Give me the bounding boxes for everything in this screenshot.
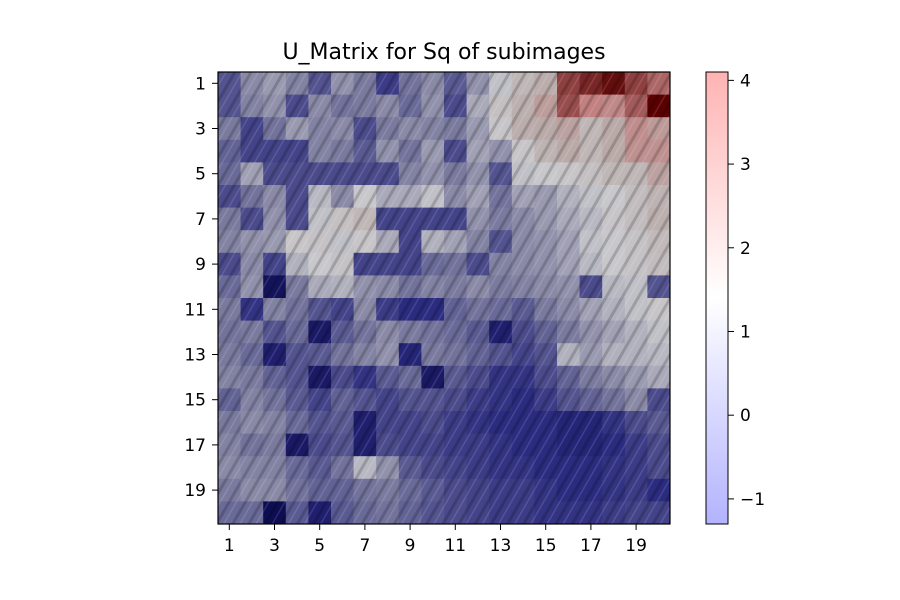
colorbar: [705, 71, 729, 525]
x-tick-label-7: 7: [359, 536, 370, 556]
x-tick-label-15: 15: [535, 536, 557, 556]
y-tick-label-1: 1: [195, 74, 206, 94]
x-tick-label-13: 13: [490, 536, 512, 556]
x-tick-label-11: 11: [444, 536, 466, 556]
x-tick-label-17: 17: [580, 536, 602, 556]
y-tick-label-11: 11: [184, 300, 206, 320]
colorbar-tick-label--1: −1: [740, 490, 765, 510]
x-tick-label-9: 9: [405, 536, 416, 556]
heatmap-texture-overlay: [218, 72, 670, 524]
y-tick-label-13: 13: [184, 346, 206, 366]
y-tick-label-7: 7: [195, 210, 206, 230]
chart-title: U_Matrix for Sq of subimages: [282, 40, 605, 65]
heatmap-frame: [217, 71, 671, 525]
colorbar-tick-label-3: 3: [740, 155, 751, 175]
y-tick-label-9: 9: [195, 255, 206, 275]
x-tick-label-1: 1: [224, 536, 235, 556]
colorbar-tick-label-0: 0: [740, 406, 751, 426]
y-tick-label-17: 17: [184, 436, 206, 456]
y-tick-label-3: 3: [195, 120, 206, 140]
y-tick-label-5: 5: [195, 165, 206, 185]
colorbar-tick-label-2: 2: [740, 239, 751, 259]
x-axis-ticks: 1 3 5 7 9 11 13 15 17 19: [224, 524, 647, 556]
y-tick-label-19: 19: [184, 481, 206, 501]
colorbar-tick-label-4: 4: [740, 71, 751, 91]
x-tick-label-19: 19: [625, 536, 647, 556]
y-tick-label-15: 15: [184, 391, 206, 411]
colorbar-tick-label-1: 1: [740, 322, 751, 342]
x-tick-label-5: 5: [314, 536, 325, 556]
x-tick-label-3: 3: [269, 536, 280, 556]
colorbar-ticks: 4 3 2 1 0 −1: [728, 71, 765, 510]
